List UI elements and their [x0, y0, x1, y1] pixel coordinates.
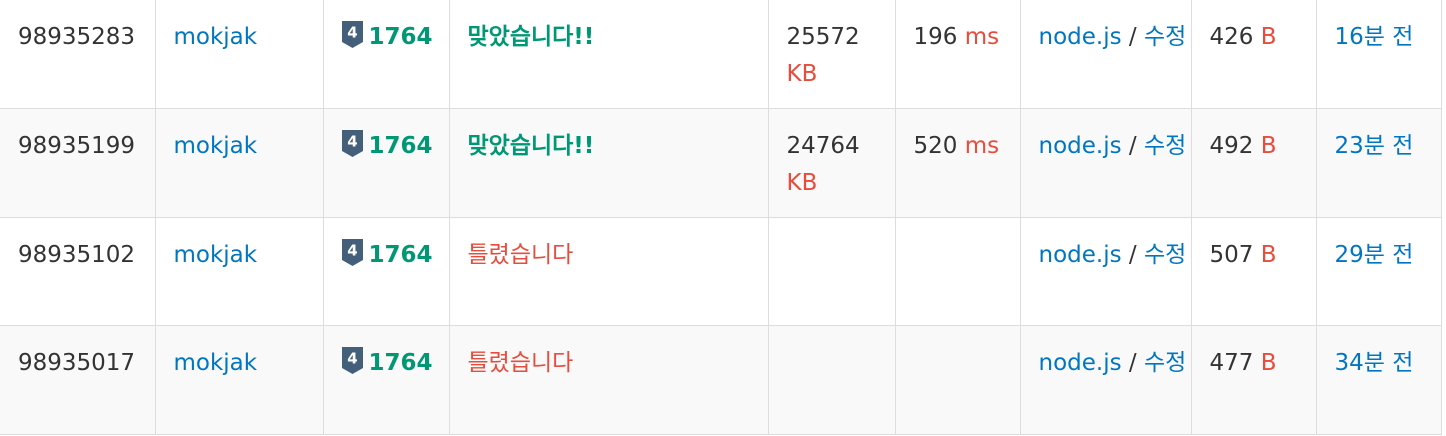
submitted-time-link[interactable]: 34분 전 — [1334, 350, 1414, 376]
problem-id: 1764 — [368, 24, 433, 50]
submitted-time-link[interactable]: 29분 전 — [1334, 241, 1414, 268]
result-accepted: 맞았습니다!! — [467, 24, 595, 50]
submission-id: 98935102 — [0, 217, 156, 326]
code-length-value: 477 — [1209, 350, 1254, 376]
submitted-time-link[interactable]: 23분 전 — [1334, 133, 1414, 159]
problem-id: 1764 — [368, 133, 433, 159]
time-unit: ms — [964, 133, 1000, 159]
memory-unit: KB — [786, 170, 818, 196]
user-link[interactable]: mokjak — [173, 350, 258, 376]
problem-link[interactable]: 4 1764 — [341, 347, 433, 376]
user-link[interactable]: mokjak — [173, 241, 258, 268]
code-length-unit: B — [1260, 350, 1277, 376]
code-length-unit: B — [1260, 133, 1277, 159]
problem-id: 1764 — [368, 241, 433, 268]
tier-number: 4 — [347, 24, 357, 42]
separator: / — [1121, 241, 1144, 268]
language-link[interactable]: node.js — [1038, 350, 1122, 376]
separator: / — [1121, 350, 1144, 376]
time-unit: ms — [964, 24, 1000, 50]
tier-number: 4 — [347, 350, 357, 368]
table-row: 98935199 mokjak 4 1764 맞았습니다!! 24764 KB 5… — [0, 108, 1442, 218]
memory-value: 25572 — [786, 24, 860, 50]
user-link[interactable]: mokjak — [173, 133, 258, 159]
submitted-time-link[interactable]: 16분 전 — [1334, 24, 1414, 50]
problem-link[interactable]: 4 1764 — [341, 21, 433, 50]
memory-unit: KB — [786, 61, 818, 87]
submission-id: 98935017 — [0, 325, 156, 435]
submission-id: 98935283 — [0, 0, 156, 109]
edit-link[interactable]: 수정 — [1143, 24, 1187, 50]
time-value: 520 — [913, 133, 958, 159]
edit-link[interactable]: 수정 — [1143, 133, 1187, 159]
language-link[interactable]: node.js — [1038, 133, 1122, 159]
separator: / — [1121, 133, 1144, 159]
code-length-unit: B — [1260, 241, 1277, 268]
memory-value: 24764 — [786, 133, 860, 159]
gold-tier-4-icon: 4 — [341, 130, 363, 157]
problem-link[interactable]: 4 1764 — [341, 130, 433, 159]
table-row: 98935283 mokjak 4 1764 맞았습니다!! 25572 KB 1… — [0, 0, 1442, 109]
result-wrong: 틀렸습니다 — [467, 241, 574, 268]
result-wrong: 틀렸습니다 — [467, 350, 574, 376]
language-link[interactable]: node.js — [1038, 241, 1122, 268]
tier-number: 4 — [347, 133, 357, 151]
problem-id: 1764 — [368, 350, 433, 376]
problem-link[interactable]: 4 1764 — [341, 238, 433, 268]
code-length-unit: B — [1260, 24, 1277, 50]
code-length-value: 426 — [1209, 24, 1254, 50]
submission-id: 98935199 — [0, 108, 156, 218]
table-row: 98935017 mokjak 4 1764 틀렸습니다 node.js / 수정… — [0, 325, 1442, 435]
code-length-value: 507 — [1209, 241, 1254, 268]
table-row: 98935102 mokjak 4 1764 틀렸습니다 node.js / 수정… — [0, 217, 1442, 326]
edit-link[interactable]: 수정 — [1143, 241, 1187, 268]
separator: / — [1121, 24, 1144, 50]
language-link[interactable]: node.js — [1038, 24, 1122, 50]
result-accepted: 맞았습니다!! — [467, 133, 595, 159]
gold-tier-4-icon: 4 — [341, 21, 363, 48]
time-value: 196 — [913, 24, 958, 50]
edit-link[interactable]: 수정 — [1143, 350, 1187, 376]
tier-number: 4 — [347, 241, 357, 259]
code-length-value: 492 — [1209, 133, 1254, 159]
user-link[interactable]: mokjak — [173, 24, 258, 50]
gold-tier-4-icon: 4 — [341, 347, 363, 374]
gold-tier-4-icon: 4 — [341, 238, 363, 266]
